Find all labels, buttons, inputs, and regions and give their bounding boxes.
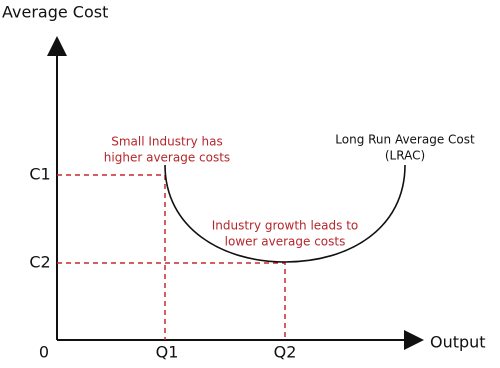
- y-tick-label: C2: [29, 253, 50, 272]
- x-axis-label: Output: [430, 333, 486, 352]
- y-tick-label: C1: [29, 165, 50, 184]
- annotation: Industry growth leads to: [212, 219, 359, 233]
- y-axis-label: Average Cost: [2, 3, 108, 22]
- lrac-curve: [164, 164, 406, 263]
- guide-line: [57, 174, 166, 340]
- origin-label: 0: [39, 343, 49, 362]
- guide-line: [57, 262, 286, 340]
- annotation: higher average costs: [104, 151, 230, 165]
- curve-label: (LRAC): [385, 149, 425, 163]
- annotation: lower average costs: [225, 235, 346, 249]
- curve-label: Long Run Average Cost: [335, 133, 475, 147]
- x-tick-label: Q2: [274, 343, 297, 362]
- annotation: Small Industry has: [111, 135, 223, 149]
- x-tick-label: Q1: [156, 343, 179, 362]
